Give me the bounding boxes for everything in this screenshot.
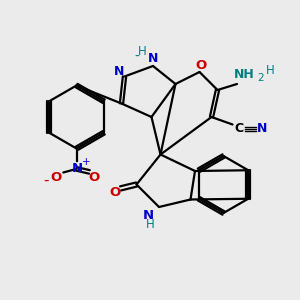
- Text: 2: 2: [258, 73, 264, 83]
- Text: N: N: [71, 162, 83, 176]
- Text: H: H: [266, 64, 274, 77]
- Text: N: N: [256, 122, 267, 136]
- Text: O: O: [89, 171, 100, 184]
- Text: O: O: [110, 186, 121, 199]
- Text: +: +: [82, 157, 90, 167]
- Text: N: N: [148, 52, 158, 65]
- Text: H: H: [146, 218, 155, 231]
- Text: H: H: [138, 45, 147, 58]
- Text: O: O: [195, 59, 207, 72]
- Text: NH: NH: [234, 68, 255, 82]
- Text: O: O: [51, 171, 62, 184]
- Text: N: N: [114, 64, 124, 78]
- Text: N: N: [143, 209, 154, 222]
- Text: -: -: [134, 50, 139, 64]
- Text: -: -: [44, 173, 49, 188]
- Text: C: C: [235, 122, 244, 136]
